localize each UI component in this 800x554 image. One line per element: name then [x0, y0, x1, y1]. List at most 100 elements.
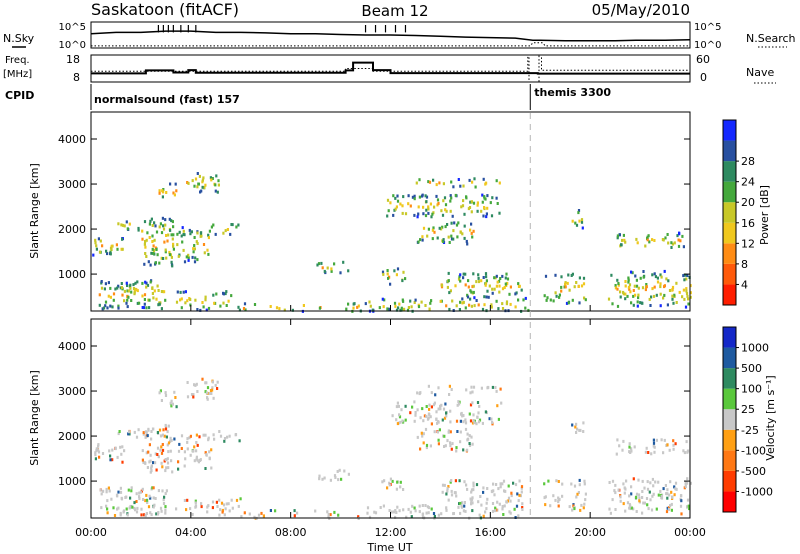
range-cell: [148, 306, 151, 310]
range-cell: [379, 506, 382, 509]
range-cell: [666, 303, 669, 307]
range-cell: [248, 512, 251, 516]
range-cell: [618, 233, 621, 237]
range-cell: [479, 495, 482, 498]
range-cell: [450, 447, 453, 451]
colorbar-swatch: [723, 222, 736, 244]
range-cell: [656, 276, 659, 280]
range-cell: [333, 474, 337, 478]
range-cell: [177, 449, 181, 453]
range-cell: [152, 496, 155, 500]
range-cell: [421, 504, 424, 507]
range-cell: [477, 273, 480, 277]
range-cell: [130, 486, 133, 490]
colorbar-swatch: [723, 284, 736, 305]
range-cell: [404, 418, 407, 422]
range-cell: [318, 474, 321, 478]
range-cell: [101, 307, 104, 311]
range-cell: [411, 504, 414, 508]
range-cell: [428, 403, 431, 407]
range-cell: [473, 304, 476, 308]
range-cell: [469, 403, 473, 407]
range-cell: [456, 235, 459, 239]
range-cell: [458, 400, 461, 404]
colorbar-tick-label: 20: [741, 196, 755, 209]
time-axis-label: Time UT: [366, 541, 412, 554]
range-cell: [495, 274, 498, 278]
range-cell: [123, 449, 126, 453]
range-cell: [433, 230, 436, 234]
range-cell: [220, 501, 224, 505]
range-cell: [228, 509, 231, 513]
range-cell: [622, 439, 625, 443]
range-cell: [110, 244, 113, 248]
range-cell: [205, 453, 208, 457]
range-cell: [413, 419, 416, 423]
range-cell: [512, 481, 515, 485]
colorbar-tick-label: -25: [741, 424, 759, 437]
range-cell: [214, 183, 217, 187]
range-cell: [224, 507, 227, 511]
range-cell: [430, 405, 433, 409]
range-cell: [582, 282, 586, 286]
range-cell: [126, 289, 129, 293]
nave-right-label: Nave: [746, 66, 774, 79]
range-cell: [184, 290, 187, 294]
range-cell: [472, 419, 475, 422]
range-cell: [159, 448, 162, 452]
range-cell: [409, 299, 412, 303]
range-cell: [200, 505, 203, 509]
range-cell: [455, 223, 459, 227]
range-cell: [225, 502, 228, 506]
range-cell: [471, 235, 474, 239]
range-cell: [121, 445, 124, 449]
range-cell: [223, 437, 227, 440]
range-cell: [426, 234, 429, 238]
range-cell: [484, 182, 487, 186]
range-cell: [670, 490, 673, 494]
range-cell: [685, 440, 688, 444]
range-cell: [386, 486, 389, 490]
range-cell: [162, 502, 166, 505]
range-cell: [486, 194, 489, 198]
range-cell: [485, 501, 488, 505]
range-cell: [449, 289, 452, 293]
range-cell: [407, 202, 410, 206]
range-cell: [160, 445, 163, 449]
range-cell: [651, 477, 654, 481]
range-cell: [444, 402, 447, 406]
range-cell: [499, 277, 502, 280]
range-cell: [216, 387, 219, 390]
range-cell: [218, 430, 221, 433]
range-cell: [675, 301, 678, 304]
colorbar-tick-label: 28: [741, 155, 755, 168]
range-cell: [180, 297, 183, 301]
colorbar-swatch: [723, 202, 736, 223]
range-cell: [173, 193, 176, 197]
range-cell: [497, 307, 500, 311]
range-cell: [136, 280, 139, 284]
range-cell: [524, 306, 527, 310]
range-cell: [509, 302, 512, 306]
range-cell: [196, 231, 199, 235]
range-cell: [498, 284, 501, 288]
range-cell: [347, 269, 350, 273]
range-cell: [671, 294, 674, 298]
range-cell: [141, 281, 144, 285]
range-cell: [549, 298, 552, 302]
range-cell: [469, 297, 472, 301]
range-cell: [368, 300, 371, 304]
range-cell: [116, 286, 119, 290]
frequency-panel-frame: [90, 54, 691, 83]
range-cell: [651, 494, 654, 498]
range-cell: [164, 223, 167, 227]
range-cell: [425, 208, 428, 212]
range-cell: [168, 253, 171, 257]
range-cell: [166, 461, 170, 465]
range-cell: [342, 260, 345, 264]
range-cell: [502, 479, 506, 483]
range-cell: [392, 213, 395, 217]
range-cell: [429, 444, 432, 448]
range-cell: [418, 392, 421, 396]
range-cell: [432, 512, 436, 515]
